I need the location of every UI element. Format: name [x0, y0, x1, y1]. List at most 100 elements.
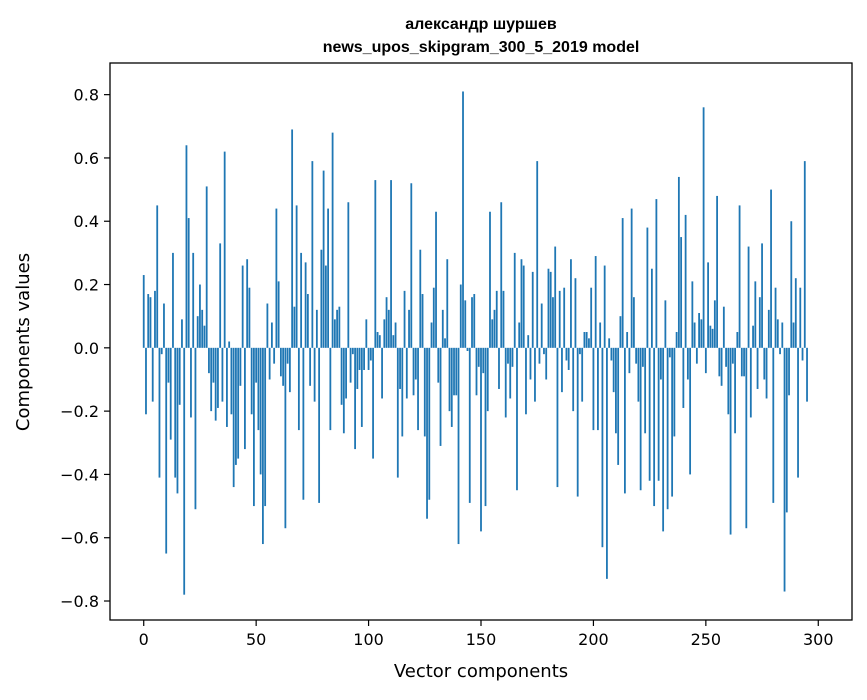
- bar-71: [302, 347, 305, 500]
- bar-4: [151, 347, 154, 402]
- bar-257: [720, 347, 723, 386]
- bar-220: [637, 347, 640, 402]
- bar-284: [781, 322, 784, 348]
- bar-115: [401, 347, 404, 437]
- bar-193: [576, 347, 579, 497]
- bar-60: [277, 281, 280, 348]
- bar-30: [210, 347, 213, 412]
- bar-39: [230, 347, 233, 415]
- bar-207: [608, 338, 611, 348]
- bar-214: [624, 347, 626, 494]
- bar-171: [527, 335, 530, 348]
- bar-65: [288, 347, 291, 393]
- bar-104: [376, 332, 379, 348]
- bar-177: [540, 303, 543, 348]
- bar-186: [561, 347, 563, 393]
- bar-17: [181, 319, 183, 348]
- bar-2: [147, 294, 150, 348]
- bar-8: [160, 347, 163, 355]
- y-tick-label: −0.6: [60, 529, 99, 548]
- bar-271: [752, 325, 754, 348]
- bar-168: [520, 259, 523, 348]
- bar-232: [664, 300, 667, 348]
- axis-ticks: 0 50 100 150 200 250 300 −0.8 −0.6 −0.4 −0.2 0.0 0.2…: [60, 86, 833, 649]
- x-tick-label: 300: [803, 630, 834, 649]
- bar-184: [556, 347, 559, 488]
- bar-155: [491, 319, 494, 348]
- bar-255: [716, 195, 718, 348]
- bar-116: [403, 290, 406, 348]
- bar-266: [740, 347, 743, 377]
- bar-221: [639, 347, 642, 491]
- bar-57: [270, 322, 273, 348]
- bar-79: [320, 249, 323, 348]
- bar-10: [165, 347, 168, 554]
- bar-154: [489, 211, 491, 348]
- bar-245: [693, 322, 696, 348]
- bar-38: [228, 341, 231, 348]
- y-tick-label: 0.8: [74, 86, 99, 105]
- y-axis-label: Components values: [13, 253, 34, 431]
- bar-83: [329, 347, 332, 431]
- bar-258: [722, 306, 725, 348]
- bar-146: [471, 297, 473, 348]
- bar-205: [603, 265, 606, 348]
- bar-108: [385, 297, 388, 348]
- bar-237: [675, 332, 678, 348]
- bar-27: [203, 325, 206, 348]
- y-tick-label: 0.0: [74, 339, 99, 358]
- bars-group: [142, 91, 808, 595]
- bar-64: [286, 347, 289, 364]
- bar-134: [444, 338, 446, 348]
- bar-272: [754, 281, 757, 348]
- bar-198: [588, 338, 590, 348]
- bar-190: [570, 259, 572, 348]
- bar-192: [574, 278, 577, 348]
- bar-149: [477, 347, 480, 367]
- bar-76: [313, 347, 316, 402]
- bar-295: [806, 347, 808, 402]
- bar-105: [378, 335, 381, 348]
- bar-42: [237, 347, 240, 459]
- bar-172: [529, 347, 532, 380]
- bar-275: [761, 243, 763, 348]
- x-axis-label: Vector components: [394, 661, 568, 682]
- bar-240: [682, 347, 685, 408]
- bar-231: [662, 347, 665, 532]
- bar-234: [668, 347, 671, 358]
- bar-111: [392, 335, 395, 348]
- bar-28: [205, 186, 208, 348]
- bar-224: [646, 227, 649, 348]
- bar-222: [641, 347, 644, 367]
- bar-157: [495, 290, 498, 348]
- bar-294: [803, 161, 806, 348]
- bar-185: [558, 290, 561, 348]
- bar-5: [154, 290, 156, 348]
- bar-206: [606, 347, 608, 579]
- bar-56: [268, 347, 271, 380]
- bar-250: [704, 347, 707, 374]
- bar-52: [259, 347, 262, 475]
- bar-170: [525, 347, 527, 415]
- bar-106: [381, 347, 383, 399]
- bar-127: [428, 347, 431, 500]
- bar-248: [700, 319, 703, 348]
- bar-188: [565, 347, 568, 361]
- bar-191: [572, 347, 575, 412]
- bar-174: [534, 347, 536, 402]
- bar-267: [743, 347, 745, 377]
- bar-212: [619, 316, 622, 348]
- bar-44: [241, 265, 244, 348]
- bar-142: [462, 91, 464, 348]
- bar-166: [516, 347, 518, 491]
- bar-130: [435, 211, 437, 348]
- bar-12: [169, 347, 172, 440]
- bar-229: [657, 347, 660, 481]
- bar-251: [707, 262, 709, 348]
- bar-40: [232, 347, 235, 488]
- bar-86: [336, 309, 338, 348]
- bar-262: [731, 347, 734, 364]
- x-tick-label: 0: [139, 630, 149, 649]
- bar-132: [439, 347, 442, 446]
- bar-178: [543, 347, 545, 355]
